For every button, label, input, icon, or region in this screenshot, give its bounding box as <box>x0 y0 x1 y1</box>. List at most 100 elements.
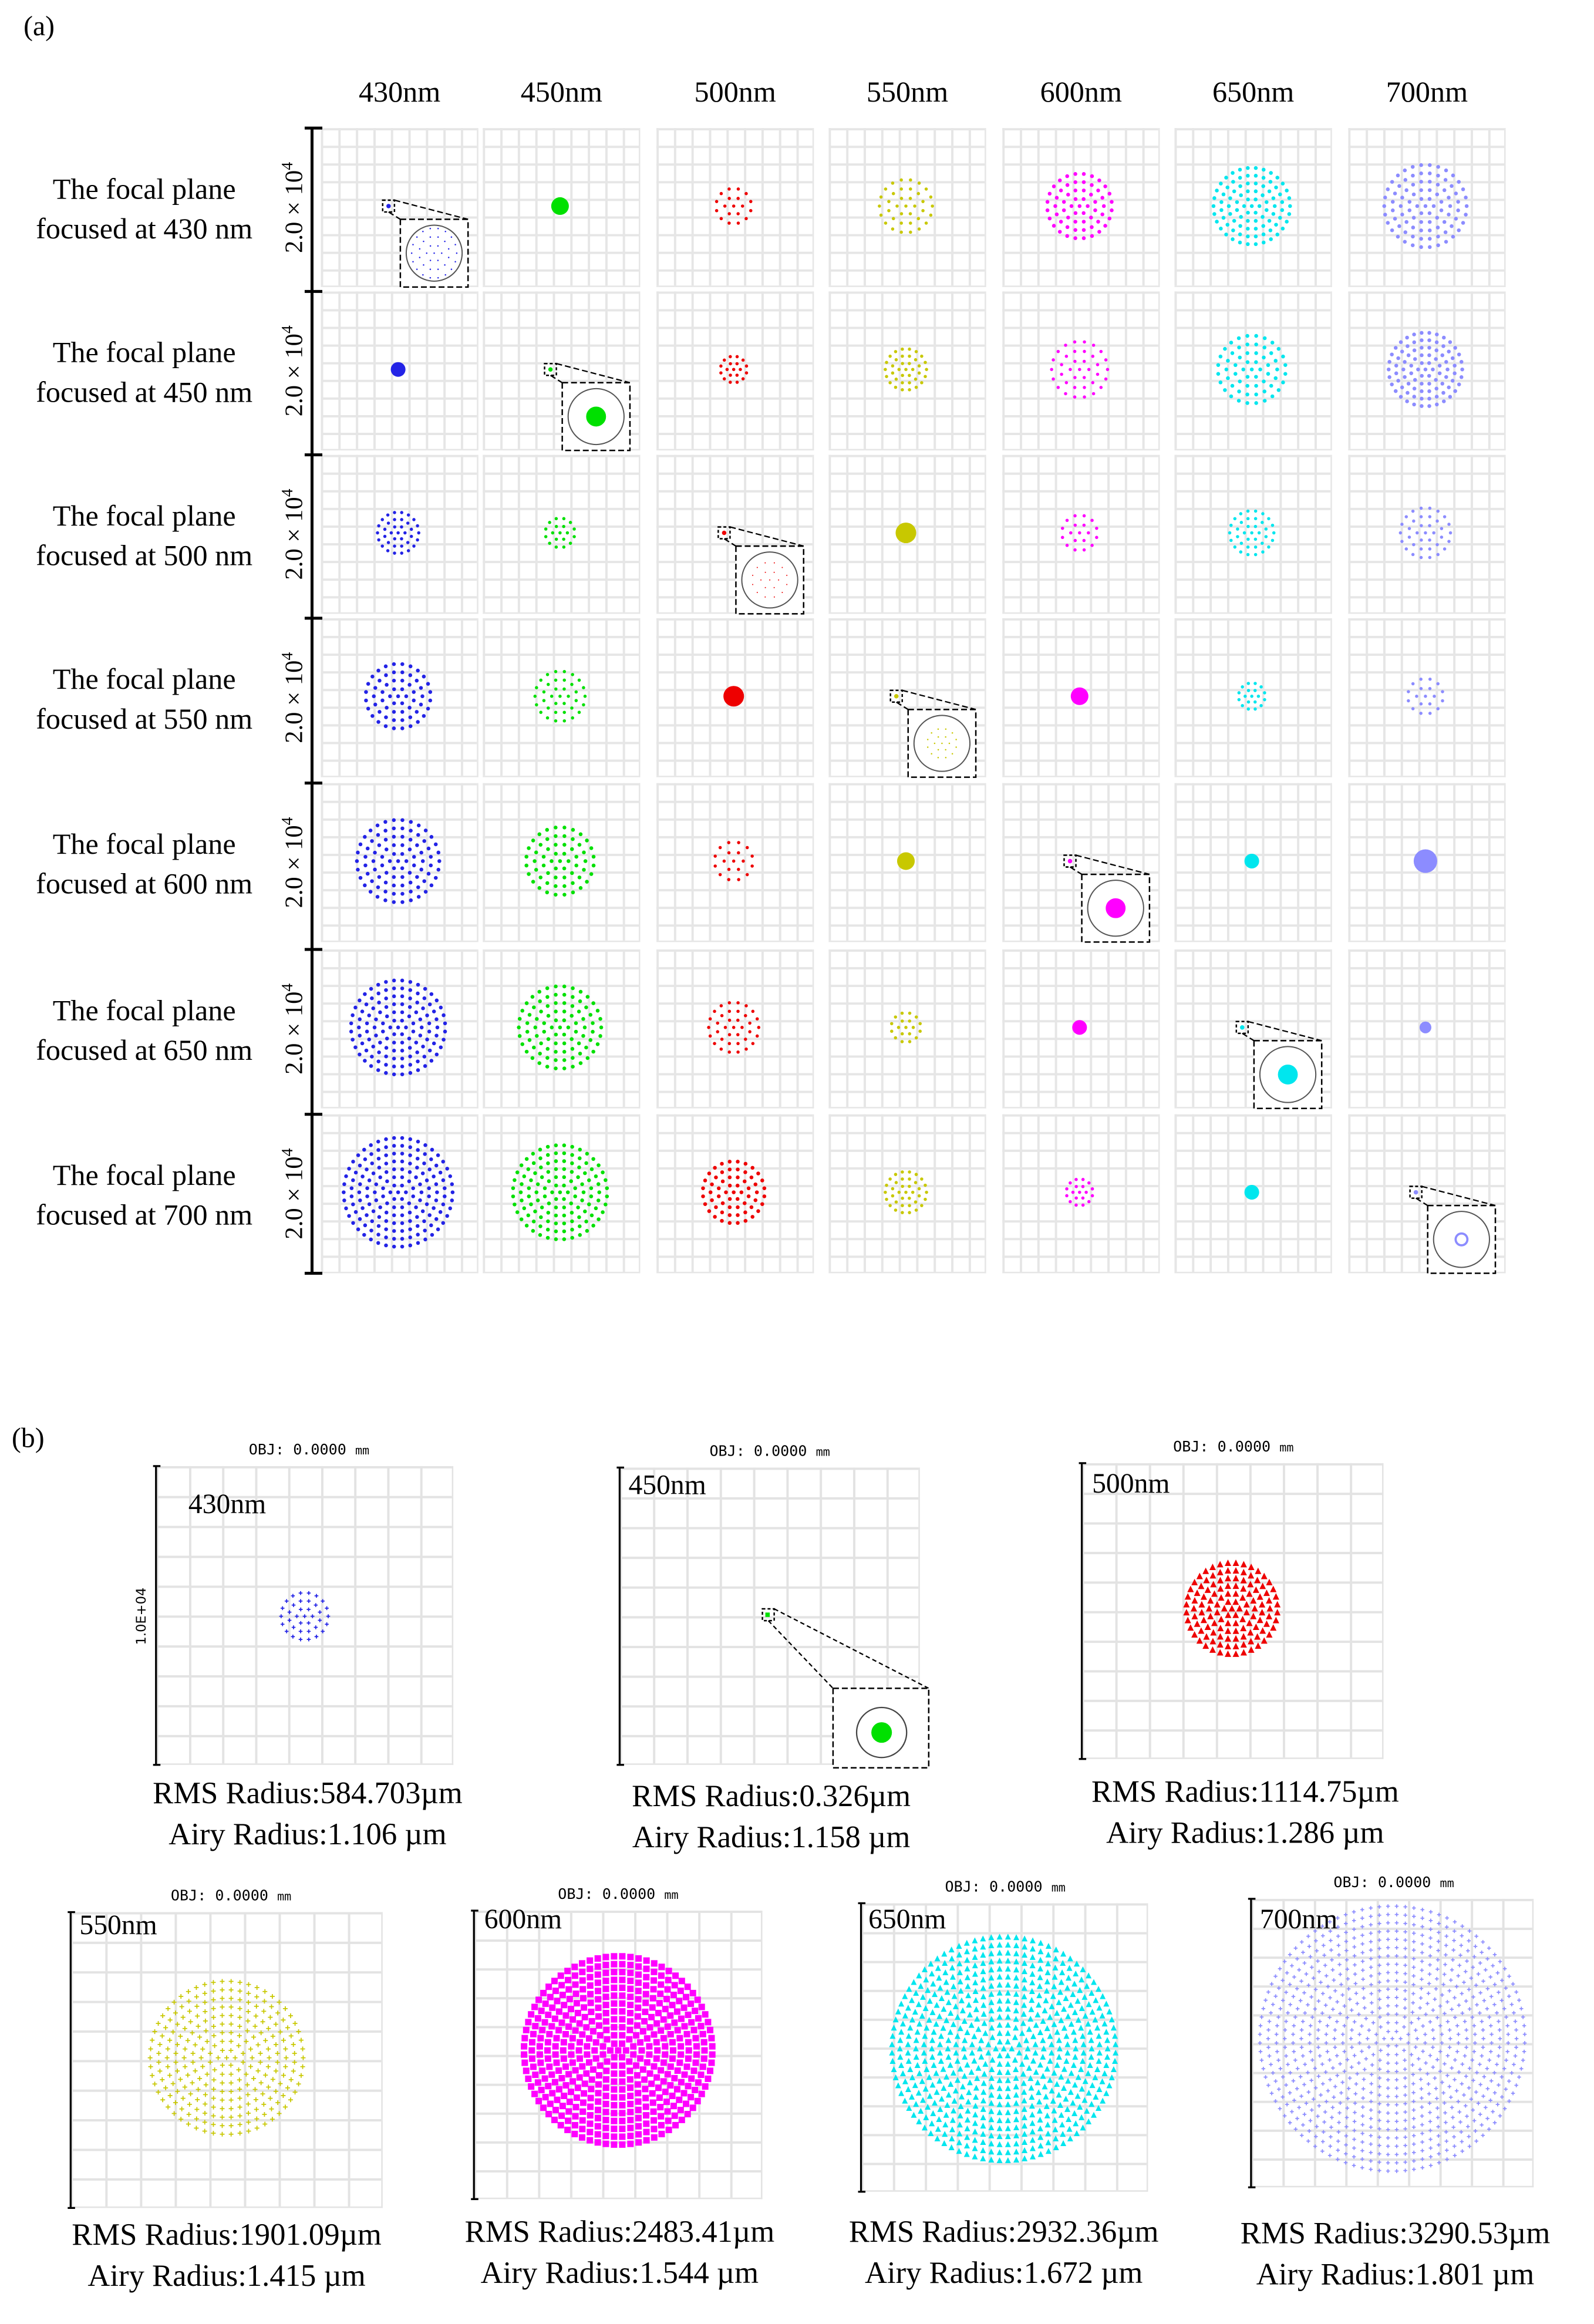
scale-bar-label: 2.0 × 104 <box>279 984 309 1075</box>
row-label-line1: The focal plane <box>52 337 236 370</box>
wavelength-label: 500nm <box>1092 1469 1170 1500</box>
wavelength-label: 650nm <box>868 1904 946 1936</box>
object-field-value: OBJ: 0.0000 <box>1173 1439 1271 1456</box>
airy-radius: Airy Radius:1.544 µm <box>480 2255 759 2291</box>
scale-value: 2.0 × 10 <box>280 497 308 580</box>
spot-cell <box>1348 783 1506 942</box>
row-label-line1: The focal plane <box>52 995 236 1028</box>
row-label-line1: The focal plane <box>52 1160 236 1193</box>
object-field-unit: mm <box>277 1889 292 1904</box>
object-field-label: OBJ: 0.0000 mm <box>945 1880 1066 1896</box>
wavelength-label: 700nm <box>1259 1904 1338 1936</box>
scale-exponent: 4 <box>279 983 297 992</box>
row-label-500nm: The focal plane focused at 500 nm <box>5 497 284 577</box>
row-label-650nm: The focal plane focused at 650 nm <box>5 992 284 1072</box>
scale-bar-label: 2.0 × 104 <box>279 325 309 416</box>
wavelength-label: 450nm <box>628 1470 706 1502</box>
column-header-500nm: 500nm <box>694 76 776 109</box>
spot-cell <box>1002 783 1160 942</box>
object-field-unit: mm <box>1440 1877 1454 1890</box>
scale-value: 2.0 × 10 <box>280 334 308 417</box>
spot-plot-grid <box>156 1466 454 1765</box>
row-label-line2: focused at 600 nm <box>36 868 253 901</box>
row-label-line1: The focal plane <box>52 173 236 206</box>
radius-caption: RMS Radius:1114.75µm Airy Radius:1.286 µm <box>1091 1771 1399 1853</box>
rms-radius: RMS Radius:0.326µm <box>632 1778 911 1814</box>
airy-radius: Airy Radius:1.158 µm <box>632 1819 911 1855</box>
wavelength-label: 430nm <box>188 1489 267 1521</box>
object-field-label: OBJ: 0.0000 mm <box>709 1444 830 1460</box>
spot-plot-grid <box>619 1467 920 1765</box>
spot-cell <box>1002 1114 1160 1274</box>
spot-cell <box>1174 291 1332 451</box>
spot-cell <box>1002 618 1160 777</box>
scale-exponent: 4 <box>279 489 297 497</box>
column-header-600nm: 600nm <box>1040 76 1122 109</box>
panel-b-label: (b) <box>12 1423 45 1454</box>
spot-cell <box>1174 949 1332 1109</box>
wavelength-label: 600nm <box>484 1904 562 1936</box>
object-field-value: OBJ: 0.0000 <box>170 1888 268 1905</box>
panel-a-label: (a) <box>23 12 55 43</box>
spot-cell <box>483 618 641 777</box>
spot-cell <box>1174 1114 1332 1274</box>
spot-cell <box>321 949 478 1109</box>
spot-plot-grid <box>70 1912 383 2208</box>
object-field-value: OBJ: 0.0000 <box>558 1887 656 1904</box>
spot-cell <box>656 618 814 777</box>
row-label-line2: focused at 450 nm <box>36 376 253 409</box>
rms-radius: RMS Radius:1901.09µm <box>72 2217 382 2252</box>
spot-cell <box>1348 618 1506 777</box>
object-field-unit: mm <box>355 1444 370 1457</box>
spot-cell <box>828 128 986 287</box>
scale-exponent: 4 <box>279 325 297 334</box>
spot-cell <box>321 1114 478 1274</box>
spot-cell <box>656 128 814 287</box>
radius-caption: RMS Radius:2483.41µm Airy Radius:1.544 µm <box>465 2211 775 2293</box>
object-field-unit: mm <box>1279 1441 1294 1454</box>
airy-radius: Airy Radius:1.106 µm <box>169 1816 447 1852</box>
scale-exponent: 4 <box>279 161 297 170</box>
radius-caption: RMS Radius:0.326µm Airy Radius:1.158 µm <box>632 1775 911 1857</box>
spot-cell <box>1348 1114 1506 1274</box>
spot-cell <box>1174 128 1332 287</box>
airy-radius: Airy Radius:1.672 µm <box>864 2255 1143 2291</box>
scale-value: 2.0 × 10 <box>280 1156 308 1240</box>
column-header-700nm: 700nm <box>1386 76 1468 109</box>
spot-cell <box>1002 128 1160 287</box>
spot-cell <box>1348 291 1506 451</box>
airy-radius: Airy Radius:1.801 µm <box>1256 2256 1535 2292</box>
spot-cell <box>483 783 641 942</box>
row-label-line1: The focal plane <box>52 500 236 533</box>
spot-cell <box>1174 454 1332 614</box>
scale-value: 2.0 × 10 <box>280 991 308 1075</box>
object-field-unit: mm <box>664 1888 679 1902</box>
spot-cell <box>483 291 641 451</box>
row-label-550nm: The focal plane focused at 550 nm <box>5 661 284 740</box>
object-field-value: OBJ: 0.0000 <box>709 1444 807 1460</box>
object-field-label: OBJ: 0.0000 mm <box>558 1887 678 1904</box>
object-field-value: OBJ: 0.0000 <box>248 1442 346 1459</box>
spot-cell <box>828 949 986 1109</box>
spot-cell <box>1174 783 1332 942</box>
spot-cell <box>656 291 814 451</box>
object-field-label: OBJ: 0.0000 mm <box>171 1888 291 1905</box>
scale-exponent: 4 <box>279 1148 297 1157</box>
column-header-430nm: 430nm <box>358 76 441 109</box>
spot-cell <box>1002 454 1160 614</box>
spot-cell <box>1348 454 1506 614</box>
spot-cell <box>656 949 814 1109</box>
spot-cell <box>1002 291 1160 451</box>
radius-caption: RMS Radius:2932.36µm Airy Radius:1.672 µm <box>849 2211 1159 2293</box>
spot-cell <box>656 1114 814 1274</box>
row-label-line2: focused at 500 nm <box>36 540 253 573</box>
rms-radius: RMS Radius:1114.75µm <box>1091 1773 1399 1809</box>
spot-cell <box>483 1114 641 1274</box>
object-field-value: OBJ: 0.0000 <box>945 1880 1043 1896</box>
object-field-value: OBJ: 0.0000 <box>1333 1875 1431 1892</box>
column-header-550nm: 550nm <box>866 76 949 109</box>
row-label-700nm: The focal plane focused at 700 nm <box>5 1157 284 1236</box>
spot-cell <box>321 128 478 287</box>
spot-cell <box>321 454 478 614</box>
